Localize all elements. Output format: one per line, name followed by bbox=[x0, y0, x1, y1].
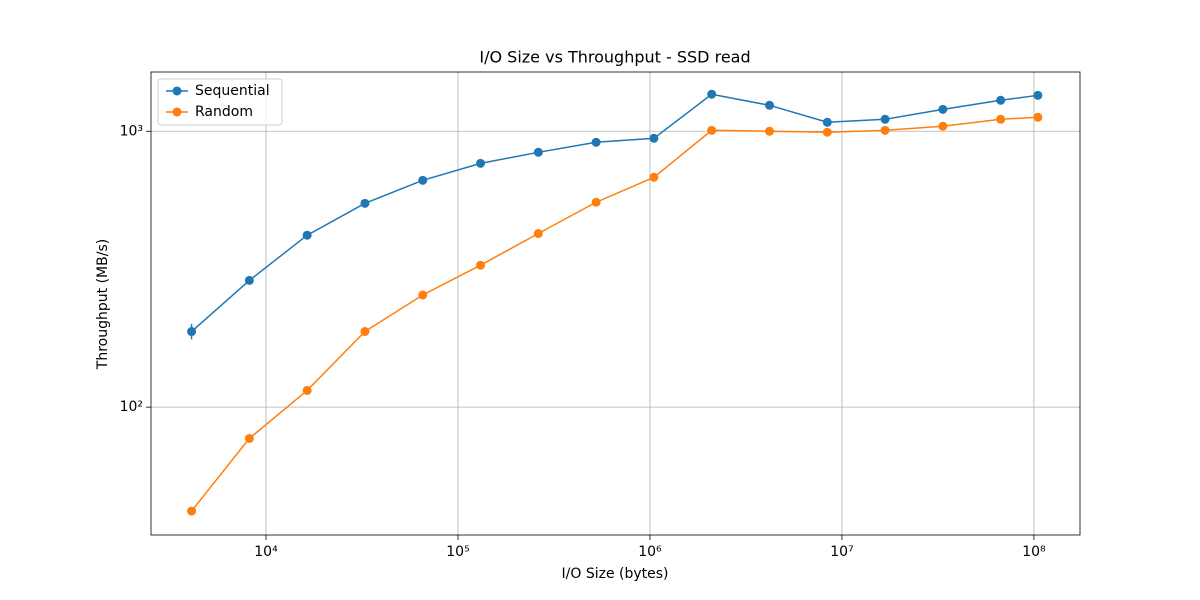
data-point bbox=[418, 175, 428, 185]
data-point bbox=[244, 275, 254, 285]
data-point bbox=[360, 327, 370, 337]
data-point bbox=[880, 114, 890, 124]
data-point bbox=[649, 172, 659, 182]
x-tick-label: 10⁷ bbox=[830, 544, 853, 560]
data-point bbox=[996, 95, 1006, 105]
data-point bbox=[187, 327, 197, 337]
data-point bbox=[938, 104, 948, 114]
data-point bbox=[244, 433, 254, 443]
legend-label: Random bbox=[195, 104, 253, 120]
data-point bbox=[996, 114, 1006, 124]
data-point bbox=[476, 158, 486, 168]
series-line bbox=[190, 116, 1038, 512]
data-point bbox=[187, 506, 197, 516]
data-point bbox=[418, 290, 428, 300]
y-axis-label: Throughput (MB/s) bbox=[95, 239, 111, 370]
y-tick-label: 10³ bbox=[120, 123, 143, 139]
data-point bbox=[764, 126, 774, 136]
x-tick-label: 10⁶ bbox=[638, 544, 662, 560]
data-point bbox=[938, 121, 948, 131]
data-point bbox=[1033, 90, 1043, 100]
data-point bbox=[707, 125, 717, 135]
plot-frame bbox=[150, 71, 1081, 536]
data-point bbox=[533, 147, 543, 157]
data-point bbox=[476, 260, 486, 270]
data-point bbox=[533, 229, 543, 239]
data-point bbox=[880, 125, 890, 135]
data-point bbox=[302, 385, 312, 395]
legend-label: Sequential bbox=[195, 83, 270, 99]
data-point bbox=[1033, 112, 1043, 122]
x-tick-label: 10⁵ bbox=[446, 544, 469, 560]
data-point bbox=[764, 100, 774, 110]
data-point bbox=[822, 117, 832, 127]
y-tick-label: 10² bbox=[120, 399, 143, 415]
data-point bbox=[822, 127, 832, 137]
legend-marker bbox=[172, 86, 182, 96]
data-point bbox=[649, 133, 659, 143]
data-point bbox=[591, 197, 601, 207]
data-point bbox=[591, 137, 601, 147]
x-tick-label: 10⁸ bbox=[1022, 544, 1046, 560]
data-point bbox=[302, 230, 312, 240]
legend-box bbox=[157, 78, 283, 126]
data-point bbox=[360, 198, 370, 208]
legend: Sequential Random bbox=[157, 78, 283, 126]
legend-marker bbox=[172, 107, 182, 117]
x-axis-label: I/O Size (bytes) bbox=[562, 566, 669, 582]
data-point bbox=[707, 89, 717, 99]
series-line bbox=[191, 93, 1038, 333]
chart-title: I/O Size vs Throughput - SSD read bbox=[479, 48, 750, 67]
x-tick-label: 10⁴ bbox=[254, 544, 278, 560]
